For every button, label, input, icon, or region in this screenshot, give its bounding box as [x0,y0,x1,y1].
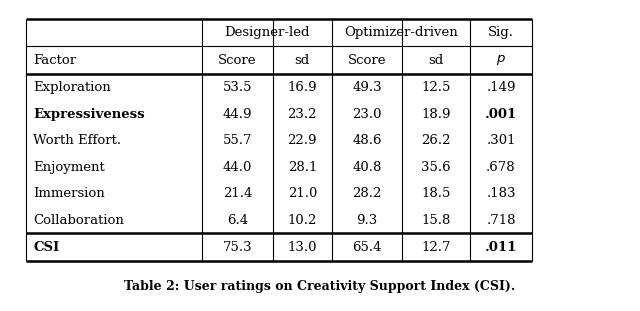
Text: .001: .001 [485,108,517,121]
Text: 23.0: 23.0 [353,108,382,121]
Text: Worth Effort.: Worth Effort. [33,134,122,147]
Text: 22.9: 22.9 [287,134,317,147]
Text: Immersion: Immersion [33,187,105,200]
Text: Factor: Factor [33,54,76,67]
Text: sd: sd [294,54,310,67]
Text: 44.9: 44.9 [223,108,252,121]
Text: .678: .678 [486,160,516,174]
Text: 40.8: 40.8 [353,160,382,174]
Text: $p$: $p$ [496,53,506,67]
Text: .149: .149 [486,81,516,94]
Text: 18.5: 18.5 [422,187,451,200]
Text: Optimizer-driven: Optimizer-driven [344,26,458,39]
Text: Score: Score [218,54,257,67]
Text: 12.5: 12.5 [422,81,451,94]
Text: Score: Score [348,54,387,67]
Text: 35.6: 35.6 [422,160,451,174]
Text: .301: .301 [486,134,516,147]
Text: CSI: CSI [33,241,60,254]
Text: Sig.: Sig. [488,26,514,39]
Text: 44.0: 44.0 [223,160,252,174]
Text: 75.3: 75.3 [223,241,252,254]
Text: sd: sd [429,54,444,67]
Text: Table 2: User ratings on Creativity Support Index (CSI).: Table 2: User ratings on Creativity Supp… [124,280,516,293]
Text: 16.9: 16.9 [287,81,317,94]
Text: 23.2: 23.2 [287,108,317,121]
Text: 28.1: 28.1 [287,160,317,174]
Text: 12.7: 12.7 [422,241,451,254]
Text: 15.8: 15.8 [422,214,451,227]
Text: Designer-led: Designer-led [224,26,310,39]
Text: .011: .011 [485,241,517,254]
Text: 10.2: 10.2 [287,214,317,227]
Text: 49.3: 49.3 [352,81,382,94]
Text: 26.2: 26.2 [422,134,451,147]
Text: 55.7: 55.7 [223,134,252,147]
Text: 21.0: 21.0 [287,187,317,200]
Text: 21.4: 21.4 [223,187,252,200]
Text: Exploration: Exploration [33,81,111,94]
Text: 18.9: 18.9 [422,108,451,121]
Text: 28.2: 28.2 [353,187,382,200]
Text: Expressiveness: Expressiveness [33,108,145,121]
Text: .718: .718 [486,214,516,227]
Text: Enjoyment: Enjoyment [33,160,105,174]
Text: .183: .183 [486,187,516,200]
Text: 6.4: 6.4 [227,214,248,227]
Text: 48.6: 48.6 [353,134,382,147]
Text: 13.0: 13.0 [287,241,317,254]
Text: 65.4: 65.4 [353,241,382,254]
Text: 9.3: 9.3 [356,214,378,227]
Text: 53.5: 53.5 [223,81,252,94]
Text: Collaboration: Collaboration [33,214,124,227]
